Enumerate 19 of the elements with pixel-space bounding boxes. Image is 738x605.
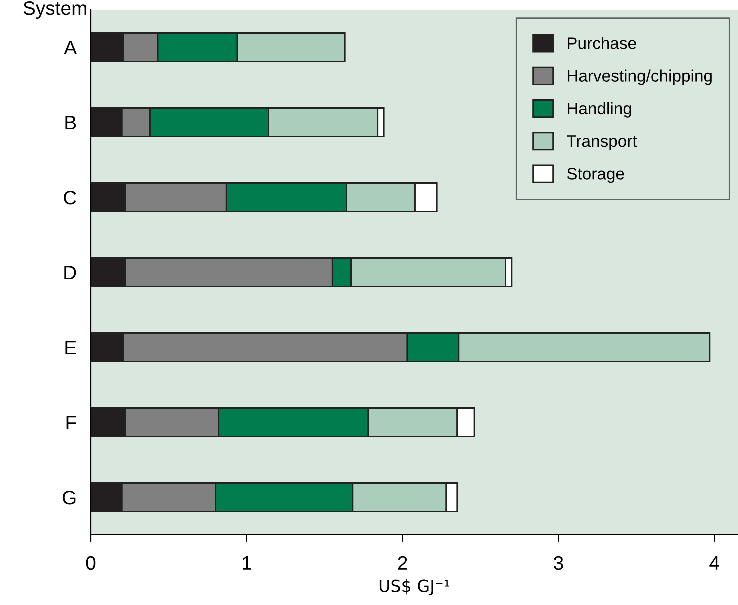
legend-label: Storage bbox=[567, 168, 624, 184]
y-tick-label: B bbox=[66, 116, 76, 130]
y-tick-label: D bbox=[64, 266, 76, 280]
x-tick-label: 2 bbox=[398, 556, 408, 570]
legend-label: Transport bbox=[567, 136, 638, 150]
y-tick-label: A bbox=[64, 41, 78, 55]
x-tick-label: 3 bbox=[554, 556, 564, 570]
y-tick-label: E bbox=[66, 341, 76, 355]
x-tick-label: 4 bbox=[710, 556, 720, 570]
y-tick-label: G bbox=[62, 490, 76, 505]
legend-label: Harvesting/chipping bbox=[568, 70, 712, 86]
y-tick-label: F bbox=[66, 416, 76, 430]
y-tick-label: C bbox=[64, 190, 76, 205]
legend-label: Purchase bbox=[568, 37, 636, 50]
x-tick-label: 1 bbox=[242, 556, 252, 570]
legend-label: Handling bbox=[568, 102, 632, 118]
x-axis-title: US$ GJ⁻¹ bbox=[380, 580, 450, 596]
y-axis-title: System bbox=[24, 1, 86, 20]
x-tick-label: 0 bbox=[86, 556, 96, 570]
